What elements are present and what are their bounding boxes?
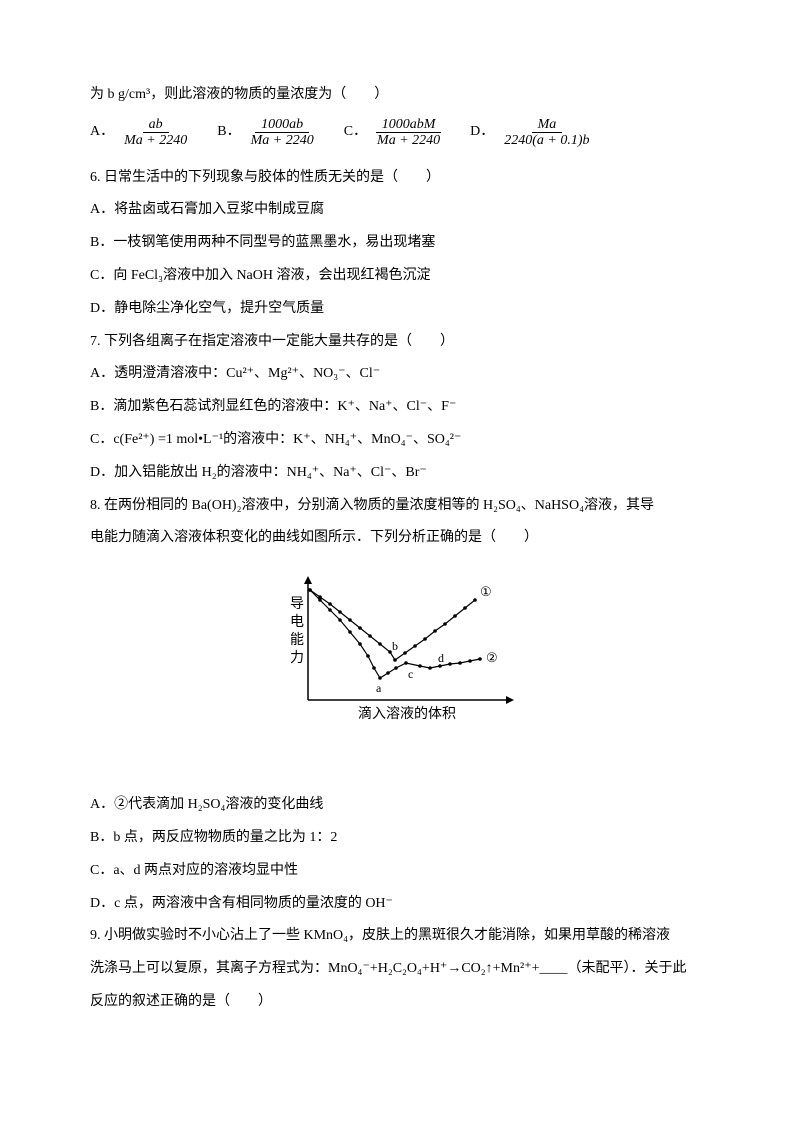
option-label: A． [90, 117, 114, 148]
svg-text:c: c [408, 667, 413, 681]
q6-option-d: D．静电除尘净化空气，提升空气质量 [90, 294, 730, 325]
q6-option-a: A．将盐卤或石膏加入豆浆中制成豆腐 [90, 195, 730, 226]
numerator: 1000ab [255, 117, 309, 133]
svg-text:①: ① [480, 584, 492, 599]
q6-option-b: B．一枝钢笔使用两种不同型号的蓝黑墨水，易出现堵塞 [90, 228, 730, 259]
option-label: C． [344, 117, 367, 148]
fraction: ab Ma + 2240 [118, 117, 193, 149]
q6-stem: 6. 日常生活中的下列现象与胶体的性质无关的是（ ） [90, 163, 730, 194]
q5-option-d: D． Ma 2240(a + 0.1)b [470, 117, 595, 149]
fraction: 1000ab Ma + 2240 [245, 117, 320, 149]
q7-option-b: B．滴加紫色石蕊试剂显红色的溶液中：K⁺、Na⁺、Cl⁻、F⁻ [90, 392, 730, 423]
q8-option-a: A．②代表滴加 H₂SO₄溶液的变化曲线 [90, 790, 730, 821]
option-label: D． [470, 117, 494, 148]
denominator: Ma + 2240 [371, 133, 446, 148]
q5-options: A． ab Ma + 2240 B． 1000ab Ma + 2240 C． 1… [90, 117, 730, 149]
denominator: Ma + 2240 [118, 133, 193, 148]
svg-text:b: b [392, 639, 398, 653]
svg-text:电: 电 [290, 614, 304, 630]
chart-svg: 导电能力滴入溶液的体积 a bc d ① ② [280, 570, 540, 740]
q8-option-d: D．c 点，两溶液中含有相同物质的量浓度的 OH⁻ [90, 889, 730, 920]
conductivity-chart: 导电能力滴入溶液的体积 a bc d ① ② [90, 570, 730, 740]
q7-stem: 7. 下列各组离子在指定溶液中一定能大量共存的是（ ） [90, 327, 730, 358]
denominator: Ma + 2240 [245, 133, 320, 148]
svg-text:能: 能 [290, 632, 304, 648]
svg-text:②: ② [486, 650, 498, 665]
svg-text:力: 力 [290, 650, 304, 666]
q7-option-a: A．透明澄清溶液中：Cu²⁺、Mg²⁺、NO₃⁻、Cl⁻ [90, 359, 730, 390]
numerator: ab [143, 117, 169, 133]
option-label: B． [217, 117, 240, 148]
svg-text:滴入溶液的体积: 滴入溶液的体积 [358, 705, 456, 722]
denominator: 2240(a + 0.1)b [498, 133, 595, 148]
q8-option-c: C．a、d 两点对应的溶液均显中性 [90, 856, 730, 887]
q5-intro: 为 b g/cm³，则此溶液的物质的量浓度为（ ） [90, 80, 730, 111]
q5-option-c: C． 1000abM Ma + 2240 [344, 117, 446, 149]
svg-text:a: a [376, 681, 382, 695]
q9-stem-line1: 9. 小明做实验时不小心沾上了一些 KMnO₄，皮肤上的黑斑很久才能消除，如果用… [90, 921, 730, 952]
numerator: Ma [532, 117, 563, 133]
q8-stem-line2: 电能力随滴入溶液体积变化的曲线如图所示．下列分析正确的是（ ） [90, 523, 730, 554]
q9-stem-line2: 洗涤马上可以复原，其离子方程式为：MnO₄⁻+H₂C₂O₄+H⁺→CO₂↑+Mn… [90, 954, 730, 985]
fraction: Ma 2240(a + 0.1)b [498, 117, 595, 149]
q7-option-d: D．加入铝能放出 H₂的溶液中：NH₄⁺、Na⁺、Cl⁻、Br⁻ [90, 458, 730, 489]
q8-option-b: B．b 点，两反应物物质的量之比为 1：2 [90, 823, 730, 854]
q9-stem-line3: 反应的叙述正确的是（ ） [90, 987, 730, 1018]
q8-stem-line1: 8. 在两份相同的 Ba(OH)₂溶液中，分别滴入物质的量浓度相等的 H₂SO₄… [90, 491, 730, 522]
q7-option-c: C．c(Fe²⁺) =1 mol•L⁻¹的溶液中：K⁺、NH₄⁺、MnO₄⁻、S… [90, 425, 730, 456]
q6-option-c: C．向 FeCl₃溶液中加入 NaOH 溶液，会出现红褐色沉淀 [90, 261, 730, 292]
numerator: 1000abM [376, 117, 442, 133]
fraction: 1000abM Ma + 2240 [371, 117, 446, 149]
q5-option-b: B． 1000ab Ma + 2240 [217, 117, 319, 149]
svg-text:导: 导 [290, 597, 304, 612]
q5-option-a: A． ab Ma + 2240 [90, 117, 193, 149]
svg-text:d: d [438, 651, 444, 665]
